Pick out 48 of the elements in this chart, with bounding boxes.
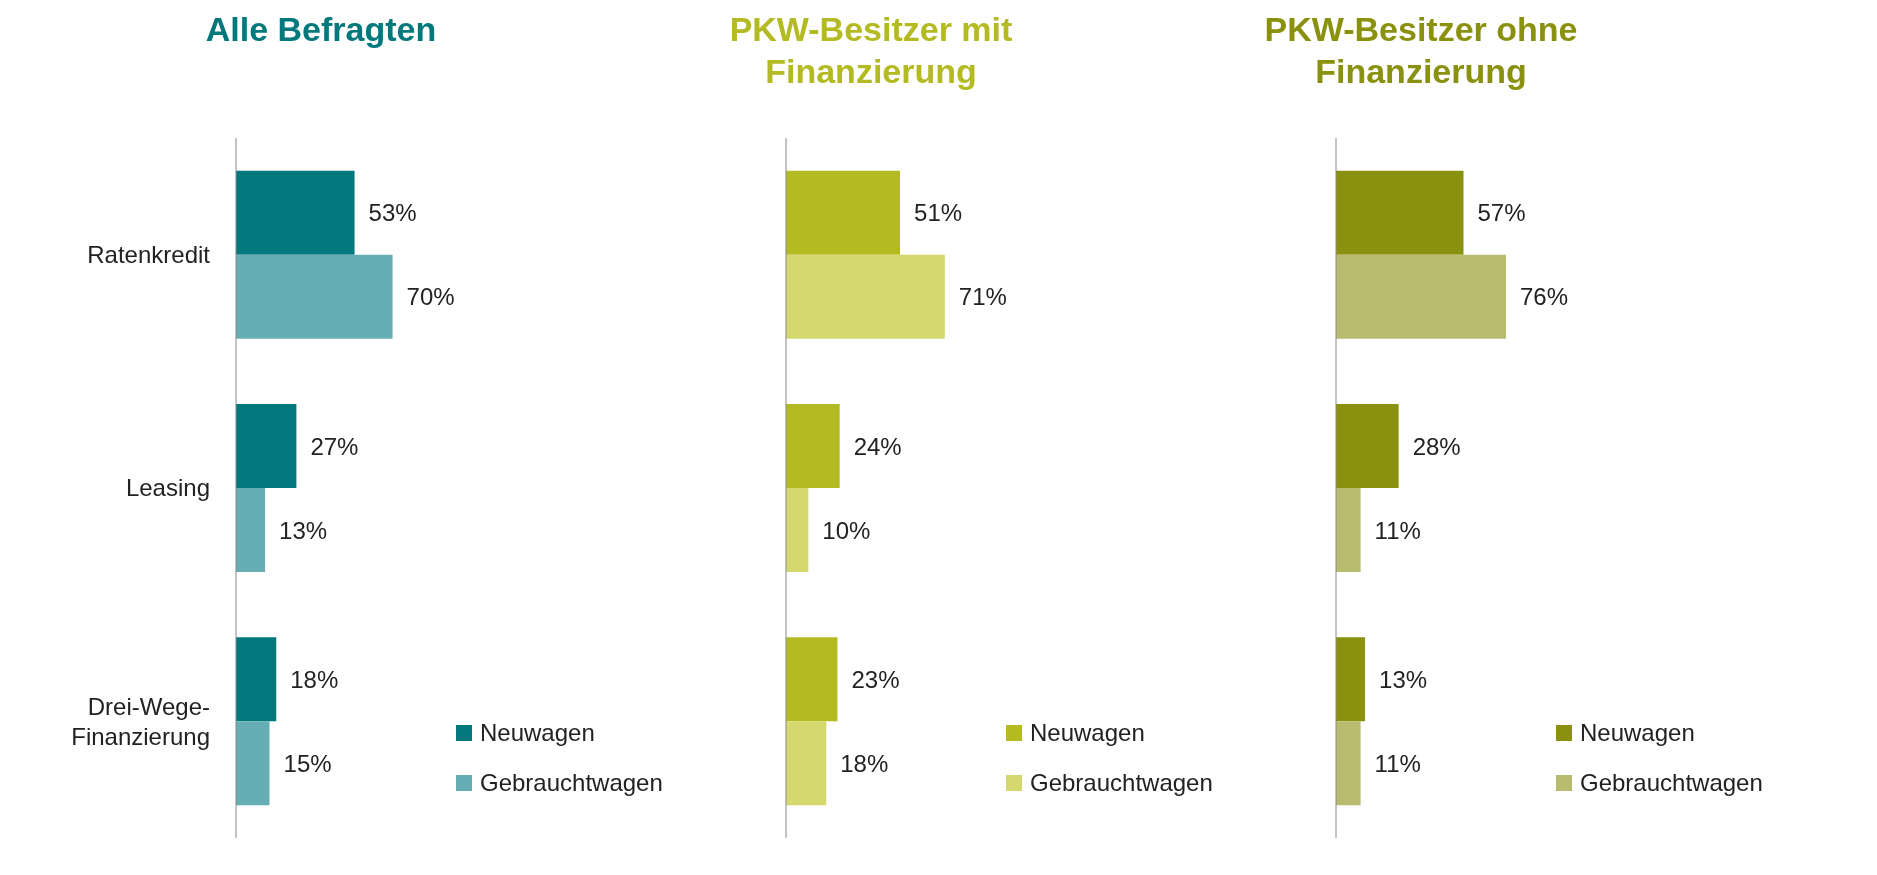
- data-label: 18%: [290, 665, 339, 693]
- legend-label: Gebrauchtwagen: [1030, 769, 1213, 797]
- data-label: 11%: [1374, 516, 1421, 544]
- bar: [786, 254, 945, 339]
- bar: [786, 170, 901, 255]
- data-label: 24%: [853, 432, 902, 460]
- chart-title: PKW-Besitzer mit Finanzierung: [728, 9, 1014, 92]
- data-label: 27%: [310, 432, 359, 460]
- bar: [786, 721, 827, 806]
- y-tick-label: Drei-Wege-Finanzierung: [71, 693, 210, 751]
- chart-title: PKW-Besitzer ohne Finanzierung: [1263, 9, 1579, 92]
- data-label: 13%: [279, 516, 328, 544]
- bar: [1336, 637, 1366, 722]
- legend-label: Neuwagen: [1030, 719, 1145, 747]
- chart-title: Alle Befragten: [204, 9, 438, 50]
- legend-label: Neuwagen: [1580, 719, 1695, 747]
- bar: [236, 721, 270, 806]
- bar: [786, 637, 838, 722]
- bar: [786, 488, 809, 572]
- legend-label: Gebrauchtwagen: [1580, 769, 1763, 797]
- data-label: 57%: [1477, 199, 1526, 227]
- bar: [236, 404, 297, 488]
- data-label: 18%: [840, 749, 889, 777]
- bar: [1336, 721, 1361, 806]
- y-tick-label: Leasing: [125, 474, 210, 501]
- data-label: 28%: [1412, 432, 1461, 460]
- data-label: 51%: [914, 199, 963, 227]
- bar: [1336, 404, 1399, 488]
- bar: [236, 254, 393, 339]
- bar: [236, 170, 355, 255]
- data-label: 53%: [368, 199, 417, 227]
- bar: [1336, 254, 1506, 339]
- bar: [236, 488, 266, 572]
- data-label: 71%: [958, 283, 1007, 311]
- data-label: 10%: [822, 516, 871, 544]
- data-label: 23%: [851, 665, 900, 693]
- bar: [786, 404, 840, 488]
- y-tick-label: Ratenkredit: [87, 240, 211, 268]
- bar: [1336, 488, 1361, 572]
- data-label: 11%: [1374, 749, 1421, 777]
- legend-label: Gebrauchtwagen: [480, 769, 663, 797]
- data-label: 70%: [406, 283, 455, 311]
- legend-label: Neuwagen: [480, 719, 595, 747]
- data-label: 76%: [1520, 283, 1569, 311]
- data-label: 15%: [283, 749, 332, 777]
- bar: [1336, 170, 1464, 255]
- data-label: 13%: [1379, 665, 1428, 693]
- bar: [236, 637, 277, 722]
